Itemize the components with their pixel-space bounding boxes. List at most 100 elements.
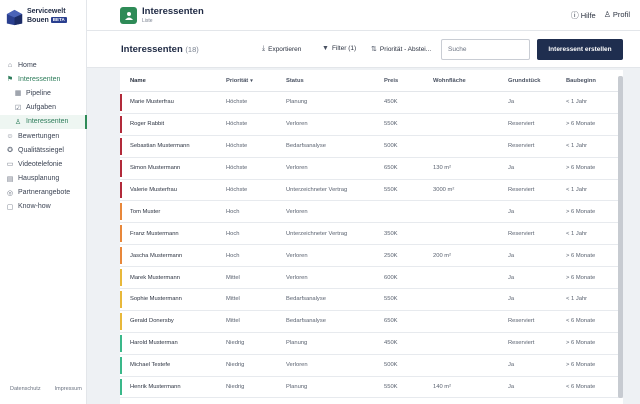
create-interessent-button[interactable]: Interessent erstellen [537,39,623,60]
column-prioritaet[interactable]: Priorität ▾ [216,78,276,84]
table-row[interactable]: Harold Musterman Niedrig Planung 450K Reserv… [120,333,623,355]
sidebar-item-hausplanung[interactable]: ▤ Hausplanung [0,172,87,186]
filter-icon: ▼ [322,45,329,52]
filter-button[interactable]: ▼ Filter (1) [322,45,356,52]
cell-status: Bedarfsanalyse [286,143,326,150]
sidebar-item-aufgaben[interactable]: ☑ Aufgaben [0,101,87,115]
people-icon: ☺ [6,132,14,140]
cell-prioritaet: Hoch [226,252,240,259]
cell-preis: 350K [384,230,398,237]
brand-logo[interactable]: Servicewelt Bouen BETA [6,7,67,26]
cell-grundstueck: Ja [508,99,515,106]
sidebar-nav: ⌂ Home ⚑ Interessenten ▦ Pipeline ☑ Aufg… [0,58,87,214]
app-users-icon [120,7,137,24]
table-row[interactable]: Tom Muster Hoch Verloren Ja > 6 Monate [120,201,623,224]
filter-label: Filter (1) [331,45,357,52]
table-row[interactable]: Simon Mustermann Höchste Verloren 650K 130 m… [120,158,623,180]
cell-baubeginn: < 1 Jahr [566,187,588,193]
column-status[interactable]: Status [286,77,304,84]
partner-icon: ◎ [6,189,14,197]
cell-name: Sebastian Mustermann [130,143,190,150]
sidebar-item-label: Know-how [18,203,51,211]
cell-status: Verloren [286,121,308,128]
sort-button[interactable]: ⇅ Priorität - Abstei... [371,45,432,54]
search-input[interactable] [441,39,530,60]
table-row[interactable]: Jascha Mustermann Hoch Verloren 250K 200 m² J… [120,245,623,268]
sidebar-item-home[interactable]: ⌂ Home [0,58,87,72]
column-name[interactable]: Name [130,77,146,84]
table-row[interactable]: Franz Mustermann Hoch Unterzeichneter Vert… [120,223,623,246]
cell-baubeginn: > 6 Monate [566,121,596,128]
user-icon: ♙ [14,118,22,126]
help-button[interactable]: ⓘ Hilfe [571,10,596,21]
page-title-text: Interessenten [121,44,183,55]
sidebar-item-label: Interessenten [18,75,61,83]
sidebar-item-interessenten[interactable]: ⚑ Interessenten [0,72,87,86]
cell-prioritaet: Höchste [226,121,248,128]
scrollbar[interactable] [618,76,623,398]
priority-indicator [120,94,122,111]
priority-indicator [120,203,122,221]
cell-grundstueck: Ja [508,274,515,281]
table-row[interactable]: Gerald Donersby Mittel Bedarfsanalyse 650K R… [120,311,623,333]
cell-baubeginn: > 6 Monate [566,340,596,347]
profile-icon: ♙ [603,10,611,19]
priority-indicator [120,356,122,374]
cell-name: Marie Musterfrau [130,99,174,106]
cell-grundstueck: Ja [508,296,515,303]
priority-indicator [120,115,122,133]
datenschutz-link[interactable]: Datenschutz [10,386,41,392]
monitor-icon: ▭ [6,161,14,169]
cell-preis: 550K [384,384,398,391]
sidebar-item-videotelefonie[interactable]: ▭ Videotelefonie [0,157,87,171]
table-row[interactable]: Sophie Mustermann Mittel Bedarfsanalyse 550… [120,289,623,311]
cell-preis: 500K [384,143,398,150]
cell-grundstueck: Reserviert [508,121,535,128]
sidebar-item-qualitaetssiegel[interactable]: ✪ Qualitätssiegel [0,143,87,157]
table-row[interactable]: Valerie Musterfrau Höchste Unterzeichneter… [120,180,623,202]
export-label: Exportieren [268,45,302,53]
cell-prioritaet: Niedrig [226,340,245,347]
help-icon: ⓘ [570,11,579,20]
cell-grundstueck: Ja [508,384,515,391]
cell-preis: 500K [384,362,398,369]
cell-name: Marek Mustermann [130,274,180,281]
seal-icon: ✪ [7,147,13,155]
sidebar-item-partnerangebote[interactable]: ◎ Partnerangebote [0,186,87,200]
app-subtitle: Liste [142,18,153,24]
cell-preis: 650K [384,165,398,172]
column-grundstueck[interactable]: Grundstück [508,77,541,84]
app-title: Interessenten [142,6,204,17]
table-row[interactable]: Marek Mustermann Mittel Verloren 600K Ja > 6 … [120,267,623,290]
cell-name: Sophie Mustermann [130,296,182,303]
table-row[interactable]: Michael Testefe Niedrig Verloren 500K Ja > 6 … [120,355,623,377]
cell-baubeginn: < 1 Jahr [566,143,588,150]
sidebar-item-interessenten-list[interactable]: ♙ Interessenten [0,114,87,130]
cell-wohnflaeche: 200 m² [433,252,452,259]
list-toolbar: Interessenten (18) ⤓ Exportieren ▼ Filte… [87,31,640,68]
cell-wohnflaeche: 130 m² [433,165,452,172]
table-row[interactable]: Roger Rabbit Höchste Verloren 550K Reservier… [120,114,623,136]
beta-badge: BETA [50,17,67,23]
table-row[interactable]: Henrik Mustermann Niedrig Planung 550K 140 m… [120,377,623,399]
cell-grundstueck: Ja [508,208,515,215]
table-row[interactable]: Marie Musterfrau Höchste Planung 450K Ja < 1 … [120,92,623,114]
book-icon: ▢ [6,203,14,211]
export-button[interactable]: ⤓ Exportieren [262,45,301,53]
column-wohnflaeche[interactable]: Wohnfläche [433,77,466,84]
sidebar-item-know-how[interactable]: ▢ Know-how [0,200,87,214]
cell-prioritaet: Höchste [226,143,248,150]
sidebar-item-bewertungen[interactable]: ☺ Bewertungen [0,129,87,143]
cell-name: Valerie Musterfrau [130,187,177,193]
sidebar-item-pipeline[interactable]: ▦ Pipeline [0,86,87,100]
table-row[interactable]: Sebastian Mustermann Höchste Bedarfsanalys… [120,136,623,158]
column-baubeginn[interactable]: Baubeginn [566,77,596,84]
impressum-link[interactable]: Impressum [54,386,82,392]
cell-grundstueck: Ja [508,165,515,172]
cell-name: Simon Mustermann [130,165,181,172]
column-preis[interactable]: Preis [384,77,399,84]
sort-label: Priorität - Abstei... [379,45,432,53]
cell-grundstueck: Reserviert [508,340,535,347]
profile-button[interactable]: ♙ Profil [604,10,630,21]
cell-prioritaet: Mittel [226,296,240,303]
